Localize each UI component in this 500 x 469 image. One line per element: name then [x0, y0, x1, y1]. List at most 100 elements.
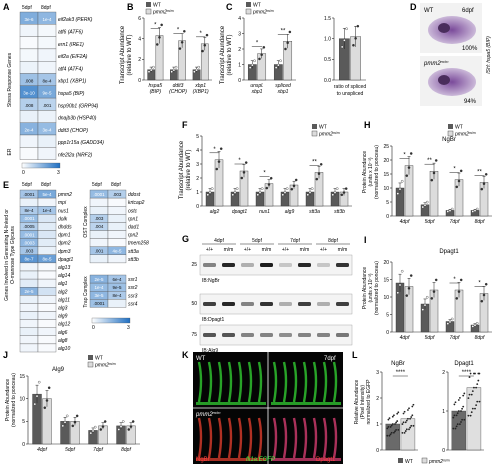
panel-e-left-pvalue: .003: [25, 249, 34, 254]
panel-e-trap-pvalue: 1e-4: [94, 285, 104, 290]
panel-l-dpagt1-point: [477, 379, 480, 382]
panel-l-dpagt1-point: [462, 394, 465, 397]
panel-a-gene-label: eif2ak3 (PERK): [58, 17, 93, 23]
panel-k-day: 7dpf: [324, 356, 336, 362]
panel-j-point: [89, 431, 93, 435]
panel-l-dpagt1-point: [461, 418, 463, 421]
panel-f-y-tick-label: 0: [196, 204, 199, 210]
panel-f-point: [233, 191, 237, 194]
panel-h-point: [425, 200, 429, 204]
panel-l-ngbr-y-tick-label: 3: [376, 370, 379, 376]
panel-f-y-tick-label: 2: [196, 176, 199, 182]
panel-c-sig-stars: *: [256, 41, 259, 47]
panel-i-point: [396, 291, 400, 295]
panel-e-ost-label: OST Complex: [83, 206, 89, 238]
panel-c-point: [248, 66, 252, 69]
panel-e-left-cell: [19, 270, 39, 280]
panel-g-blot-membrane: [199, 254, 353, 276]
panel-c-point: [251, 63, 254, 67]
panel-k-vessel: [312, 417, 318, 459]
panel-b-ylabel: Transcript Abundance: [120, 25, 126, 84]
panel-f-point: [240, 176, 244, 180]
panel-a-gene-label: nfe2l2a (NRF2): [58, 153, 93, 159]
panel-f-y-tick-label: 1: [196, 190, 199, 196]
panel-a-gene-label: hsp90b1 (GRP94): [58, 103, 99, 109]
panel-l-dpagt1-point: [454, 427, 457, 430]
panel-l-ylabel: Relative Abundance: [354, 380, 360, 425]
panel-f-y-tick-label: 4: [196, 148, 199, 154]
panel-k-vessel: [302, 361, 308, 403]
panel-e-day-3: 5dpf: [92, 182, 102, 188]
panel-i-y-tick-label: 15: [383, 277, 389, 283]
panel-g-blot-label: IB:Dpagt1: [202, 317, 224, 323]
panel-j-x-label: 7dpf: [93, 447, 103, 453]
panel-j-x-label: 4dpf: [37, 447, 47, 453]
panel-b-y-tick-label: 2: [138, 57, 141, 63]
panel-g-band: [336, 302, 349, 306]
panel-i-sig-stars: *: [453, 277, 456, 283]
panel-c-point: [253, 59, 256, 63]
panel-g-blots: 4dpf 5dpf 7dpf 8dpf+/+ m/m +/+ m/m +/+ m/m +/+ m/m…: [191, 238, 353, 354]
panel-l-right-title: Dpagt1: [454, 361, 474, 367]
panel-g-band: [222, 302, 235, 306]
panel-e-ost-pvalue: .001: [95, 249, 104, 254]
panel-b-point: [195, 68, 198, 72]
panel-l-ngbr-point: [397, 411, 400, 414]
panel-c-point: [279, 59, 282, 63]
panel-c-letter: C: [226, 2, 233, 12]
panel-l-dpagt1-point: [463, 392, 466, 395]
panel-l-dpagt1-point: [470, 411, 473, 414]
panel-l-dpagt1-point: [452, 416, 455, 419]
panel-a-pvalue: 3e-10: [23, 91, 35, 96]
panel-f-point: [319, 163, 323, 166]
panel-e-ost-gene-label: ostc: [128, 208, 138, 214]
panel-l-legend-wt: WT: [405, 459, 413, 465]
panel-f-point: [292, 184, 296, 188]
panel-c-y-tick-label: 0: [238, 78, 241, 84]
panel-c-point: [260, 53, 263, 56]
panel-i-point: [423, 303, 427, 307]
panel-b-x-label: hspa5: [149, 83, 163, 89]
panel-g-blot-membrane: [199, 293, 353, 315]
panel-a-gene-label: atf4 (ATF4): [58, 66, 83, 72]
panel-k-vessel: [272, 417, 278, 459]
panel-l-ngbr-point: [408, 428, 410, 431]
panel-l-dpagt1-point: [473, 372, 475, 375]
panel-c-point: [258, 57, 261, 61]
panel-e-left-pvalue: .0001: [23, 192, 35, 197]
panel-h-ylabel-2: (units x 10⁻³): [368, 157, 374, 186]
panel-h-title: NgBr: [442, 137, 456, 143]
panel-j-point: [33, 402, 37, 406]
panel-e-ost-cell: [107, 254, 127, 264]
panel-e-ost-cell: [107, 222, 127, 231]
panel-g-genotype-label: m/m: [338, 247, 348, 253]
panel-e-ost-gene-label: dad1: [128, 224, 139, 230]
panel-b-sig-stars: *: [177, 28, 180, 34]
panel-e-left-cell: [37, 246, 57, 255]
panel-c-point: [274, 66, 278, 69]
panel-j-y-tick-label: 10: [19, 396, 25, 402]
panel-b-point: [183, 30, 186, 33]
panel-a-gene-label: xbp1 (XBP1): [57, 79, 87, 85]
panel-h-point: [482, 182, 486, 186]
panel-i-point: [409, 274, 413, 277]
panel-i-point: [405, 294, 409, 297]
panel-h-point: [405, 174, 409, 177]
panel-b-ylabel-2: (relative to WT): [127, 34, 133, 75]
panel-g-band: [260, 333, 273, 337]
panel-a-pvalue: .008: [25, 103, 34, 108]
panel-b-point: [201, 49, 204, 53]
panel-c-y-tick-label: 1: [238, 62, 241, 68]
panel-l-ngbr-point: [388, 417, 391, 420]
panel-j-y-tick-label: 0: [22, 442, 25, 448]
panel-l-ngbr-point: [404, 430, 407, 432]
panel-f-point: [258, 191, 262, 194]
panel-b-y-tick-label: 4: [138, 36, 141, 42]
panel-h-point: [471, 210, 475, 213]
panel-l-ngbr-point: [408, 407, 410, 410]
panel-a-cell: [37, 147, 57, 160]
panel-e-left-cell: [19, 278, 39, 288]
larva-head-mut: [428, 68, 476, 96]
panel-l-dpagt1-point: [453, 403, 456, 406]
